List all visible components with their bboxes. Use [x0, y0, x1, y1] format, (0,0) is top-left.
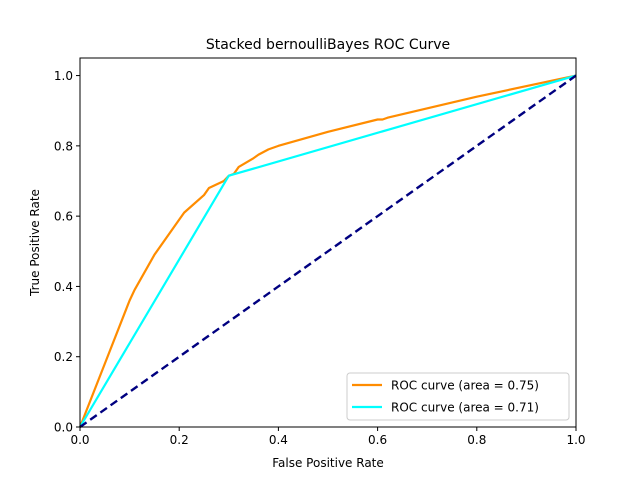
plot-background	[80, 58, 576, 427]
y-tick-label: 0.0	[54, 421, 73, 435]
y-tick-label: 0.2	[54, 350, 73, 364]
x-axis-label: False Positive Rate	[272, 456, 384, 470]
x-tick-label: 0.4	[269, 433, 288, 447]
x-tick-label: 1.0	[566, 433, 585, 447]
x-tick-label: 0.8	[467, 433, 486, 447]
legend-box	[346, 372, 570, 421]
legend-entries: ROC curve (area = 0.75) ROC curve (area =…	[352, 379, 539, 415]
legend: ROC curve (area = 0.75) ROC curve (area =…	[346, 372, 570, 421]
x-tick-label: 0.6	[368, 433, 387, 447]
x-tick-label: 0.2	[170, 433, 189, 447]
y-axis: 0.0 0.2 0.4 0.6 0.8 1.0	[54, 69, 80, 435]
series-line-2	[79, 74, 577, 428]
x-tick-label: 0.0	[70, 433, 89, 447]
series-layer	[78, 74, 577, 428]
y-tick-label: 0.6	[54, 210, 73, 224]
y-tick-label: 0.4	[54, 280, 73, 294]
plot-area	[80, 58, 576, 427]
legend-label: ROC curve (area = 0.71)	[391, 401, 539, 415]
plot-frame	[79, 57, 577, 428]
x-axis: 0.0 0.2 0.4 0.6 0.8 1.0	[70, 427, 586, 447]
y-tick-label: 0.8	[54, 139, 73, 153]
y-tick-label: 1.0	[54, 69, 73, 83]
legend-label: ROC curve (area = 0.75)	[391, 379, 539, 393]
y-axis-label: True Positive Rate	[28, 189, 42, 297]
series-line-3	[79, 74, 577, 428]
chart-title: Stacked bernoulliBayes ROC Curve	[206, 37, 450, 53]
